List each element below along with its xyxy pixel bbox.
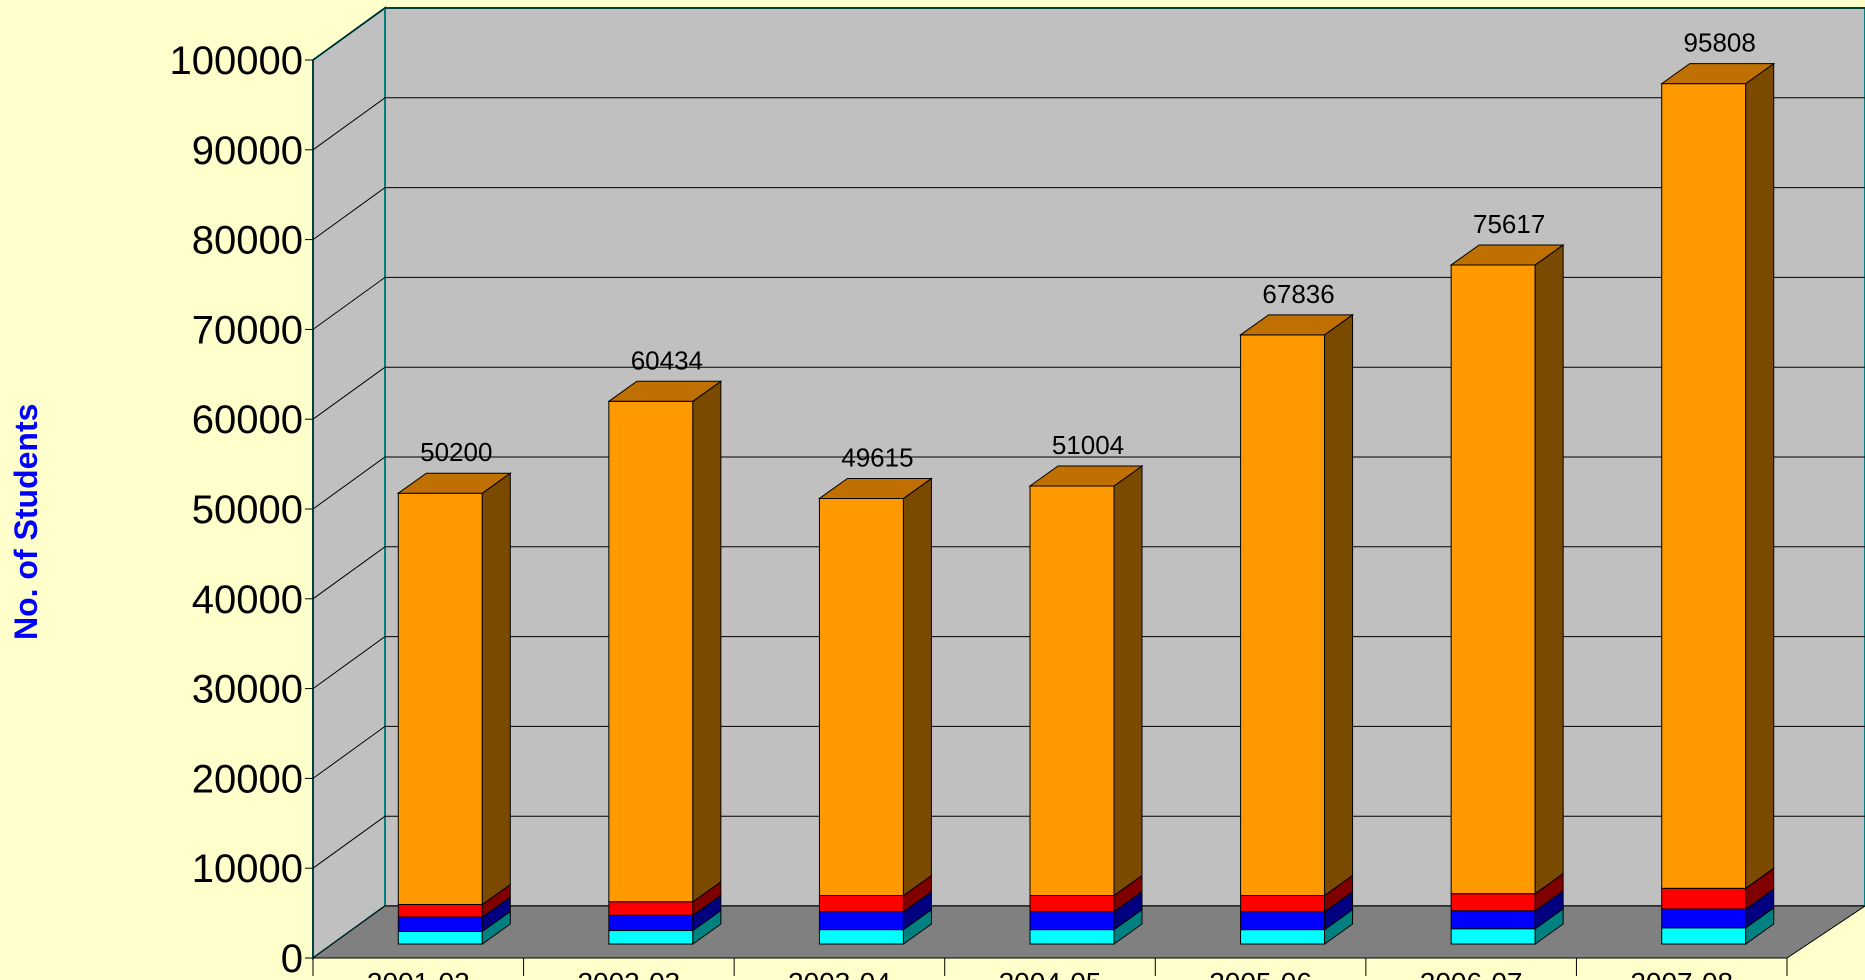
y-tick-label: 100000 bbox=[170, 39, 303, 83]
data-label: 51004 bbox=[1052, 430, 1124, 460]
gridline bbox=[312, 815, 1865, 869]
bar-2002-03-segment-3 bbox=[608, 400, 694, 903]
gridline bbox=[312, 276, 1865, 330]
y-tick-label: 0 bbox=[281, 937, 303, 980]
bar-2004-05-top bbox=[1028, 465, 1144, 487]
data-label: 49615 bbox=[841, 442, 913, 472]
bar-2003-04-segment-0 bbox=[818, 929, 904, 945]
bar-2006-07-segment-3 bbox=[1450, 264, 1536, 895]
y-tick-label: 30000 bbox=[192, 668, 303, 712]
bar-2006-07-segment-1 bbox=[1450, 910, 1536, 930]
bar-2007-08-segment-1 bbox=[1661, 908, 1747, 929]
x-tick-label: 2001-02 bbox=[367, 967, 470, 980]
bar-2001-02-segment-3 bbox=[397, 492, 483, 905]
bar-2005-06-segment-2 bbox=[1240, 895, 1326, 913]
gridline bbox=[312, 187, 1865, 241]
y-tick-label: 40000 bbox=[192, 578, 303, 622]
y-tick-label: 80000 bbox=[192, 219, 303, 263]
bar-2006-07-segment-3-side bbox=[1534, 243, 1564, 895]
bar-2001-02-segment-3-side bbox=[481, 472, 511, 906]
bar-2001-02-top bbox=[396, 472, 512, 494]
bar-2004-05-segment-0 bbox=[1029, 929, 1115, 945]
data-label: 95808 bbox=[1684, 28, 1756, 58]
bar-2002-03-segment-1 bbox=[608, 914, 694, 932]
bar-2002-03-top bbox=[607, 380, 723, 402]
bar-2003-04-segment-3 bbox=[818, 497, 904, 897]
bar-2005-06-segment-3 bbox=[1240, 334, 1326, 897]
bar-2002-03-segment-0 bbox=[608, 930, 694, 945]
bar-2005-06-segment-1 bbox=[1240, 911, 1326, 931]
data-label: 67836 bbox=[1262, 279, 1334, 309]
data-label: 50200 bbox=[420, 437, 492, 467]
gridline bbox=[312, 456, 1865, 510]
bar-2002-03-segment-2 bbox=[608, 901, 694, 916]
bar-2005-06-segment-0 bbox=[1240, 929, 1326, 945]
bar-2001-02-segment-0 bbox=[397, 930, 483, 945]
data-label: 75617 bbox=[1473, 209, 1545, 239]
bar-2003-04-segment-2 bbox=[818, 895, 904, 913]
bar-2007-08-segment-2 bbox=[1661, 887, 1747, 910]
bar-2003-04-top bbox=[817, 477, 933, 499]
gridline bbox=[312, 7, 1865, 61]
gridline bbox=[312, 725, 1865, 779]
bar-2006-07-top bbox=[1449, 244, 1565, 266]
bar-2003-04-segment-3-side bbox=[902, 477, 932, 897]
y-tick-label: 70000 bbox=[192, 308, 303, 352]
bar-2002-03-segment-3-side bbox=[692, 380, 722, 903]
y-tick-label: 90000 bbox=[192, 129, 303, 173]
bar-2007-08-segment-0 bbox=[1661, 927, 1747, 945]
bar-2005-06-top bbox=[1239, 314, 1355, 336]
x-tick-label: 2003-04 bbox=[788, 967, 891, 980]
bar-2005-06-segment-3-side bbox=[1324, 313, 1354, 897]
x-tick-label: 2007-08 bbox=[1630, 967, 1733, 980]
x-tick-label: 2004-05 bbox=[999, 967, 1102, 980]
bar-2006-07-segment-2 bbox=[1450, 893, 1536, 912]
gridline bbox=[312, 366, 1865, 420]
y-tick-label: 20000 bbox=[192, 757, 303, 801]
bar-2003-04-segment-1 bbox=[818, 911, 904, 931]
gridline bbox=[312, 546, 1865, 600]
y-tick-label: 10000 bbox=[192, 847, 303, 891]
bar-2004-05-segment-3-side bbox=[1113, 465, 1143, 897]
y-tick-label: 50000 bbox=[192, 488, 303, 532]
bar-2007-08-top bbox=[1660, 63, 1776, 85]
bar-2007-08-segment-3-side bbox=[1745, 62, 1775, 890]
bar-2007-08-segment-3 bbox=[1661, 83, 1747, 889]
x-tick-label: 2002-03 bbox=[577, 967, 680, 980]
bar-2004-05-segment-1 bbox=[1029, 911, 1115, 931]
gridline bbox=[312, 97, 1865, 151]
bar-2001-02-segment-2 bbox=[397, 903, 483, 918]
data-label: 60434 bbox=[631, 345, 703, 375]
bar-2001-02-segment-1 bbox=[397, 916, 483, 932]
x-tick-label: 2005-06 bbox=[1209, 967, 1312, 980]
y-axis-label: No. of Students bbox=[8, 403, 44, 640]
y-tick-label: 60000 bbox=[192, 398, 303, 442]
bar-2004-05-segment-3 bbox=[1029, 485, 1115, 897]
bar-2006-07-segment-0 bbox=[1450, 928, 1536, 945]
gridline bbox=[312, 636, 1865, 690]
bar-2004-05-segment-2 bbox=[1029, 895, 1115, 913]
